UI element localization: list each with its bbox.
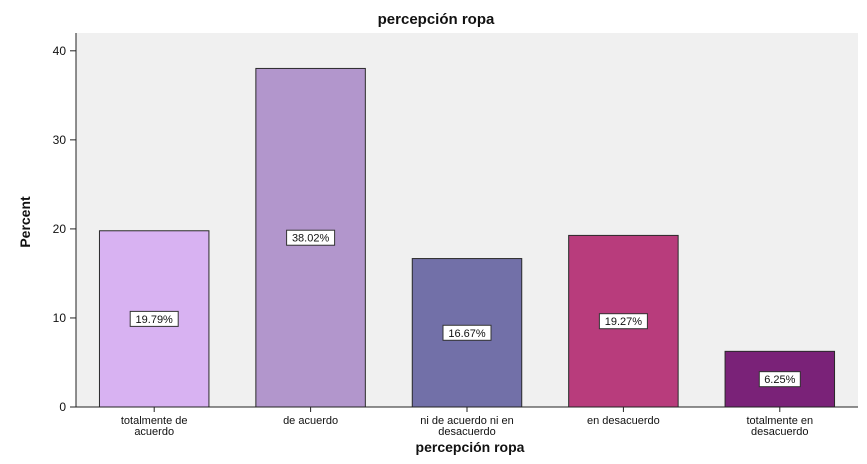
y-tick-label: 40: [53, 44, 67, 58]
data-label-box: [598, 313, 648, 330]
category-label: totalmente en desacuerdo: [746, 415, 813, 438]
data-label: 16.67%: [442, 324, 492, 341]
data-label-text: 19.79%: [136, 314, 174, 326]
x-axis-label: percepción ropa: [416, 439, 525, 455]
category-labels: totalmente de acuerdo de acuerdo ni de acue…: [121, 407, 813, 438]
data-label-box: [442, 324, 492, 341]
y-axis-label: Percent: [17, 196, 33, 248]
category-label: ni de acuerdo ni en desacuerdo: [420, 415, 514, 438]
data-label-text: 38.02%: [292, 233, 330, 245]
data-label: 19.79%: [129, 310, 179, 327]
data-label-box: [758, 371, 801, 388]
data-label-text: 19.27%: [605, 316, 643, 328]
data-labels: 19.79% 38.02% 16.67% 19.27% 6.25%: [129, 229, 801, 388]
y-axis-ticks: 0 10 20 30 40: [53, 44, 76, 414]
data-label: 38.02%: [286, 229, 336, 246]
data-label: 6.25%: [758, 371, 801, 388]
data-label-text: 6.25%: [764, 374, 795, 386]
data-label-box: [129, 310, 179, 327]
category-label: de acuerdo: [283, 415, 338, 427]
category-label: en desacuerdo: [587, 415, 660, 427]
chart-title: percepción ropa: [378, 11, 495, 28]
data-label-box: [286, 229, 336, 246]
y-tick-label: 20: [53, 222, 67, 236]
y-tick-label: 30: [53, 133, 67, 147]
data-label: 19.27%: [598, 313, 648, 330]
y-tick-label: 10: [53, 311, 67, 325]
y-tick-label: 0: [59, 400, 66, 414]
data-label-text: 16.67%: [448, 328, 486, 340]
category-label: totalmente de acuerdo: [121, 415, 188, 438]
